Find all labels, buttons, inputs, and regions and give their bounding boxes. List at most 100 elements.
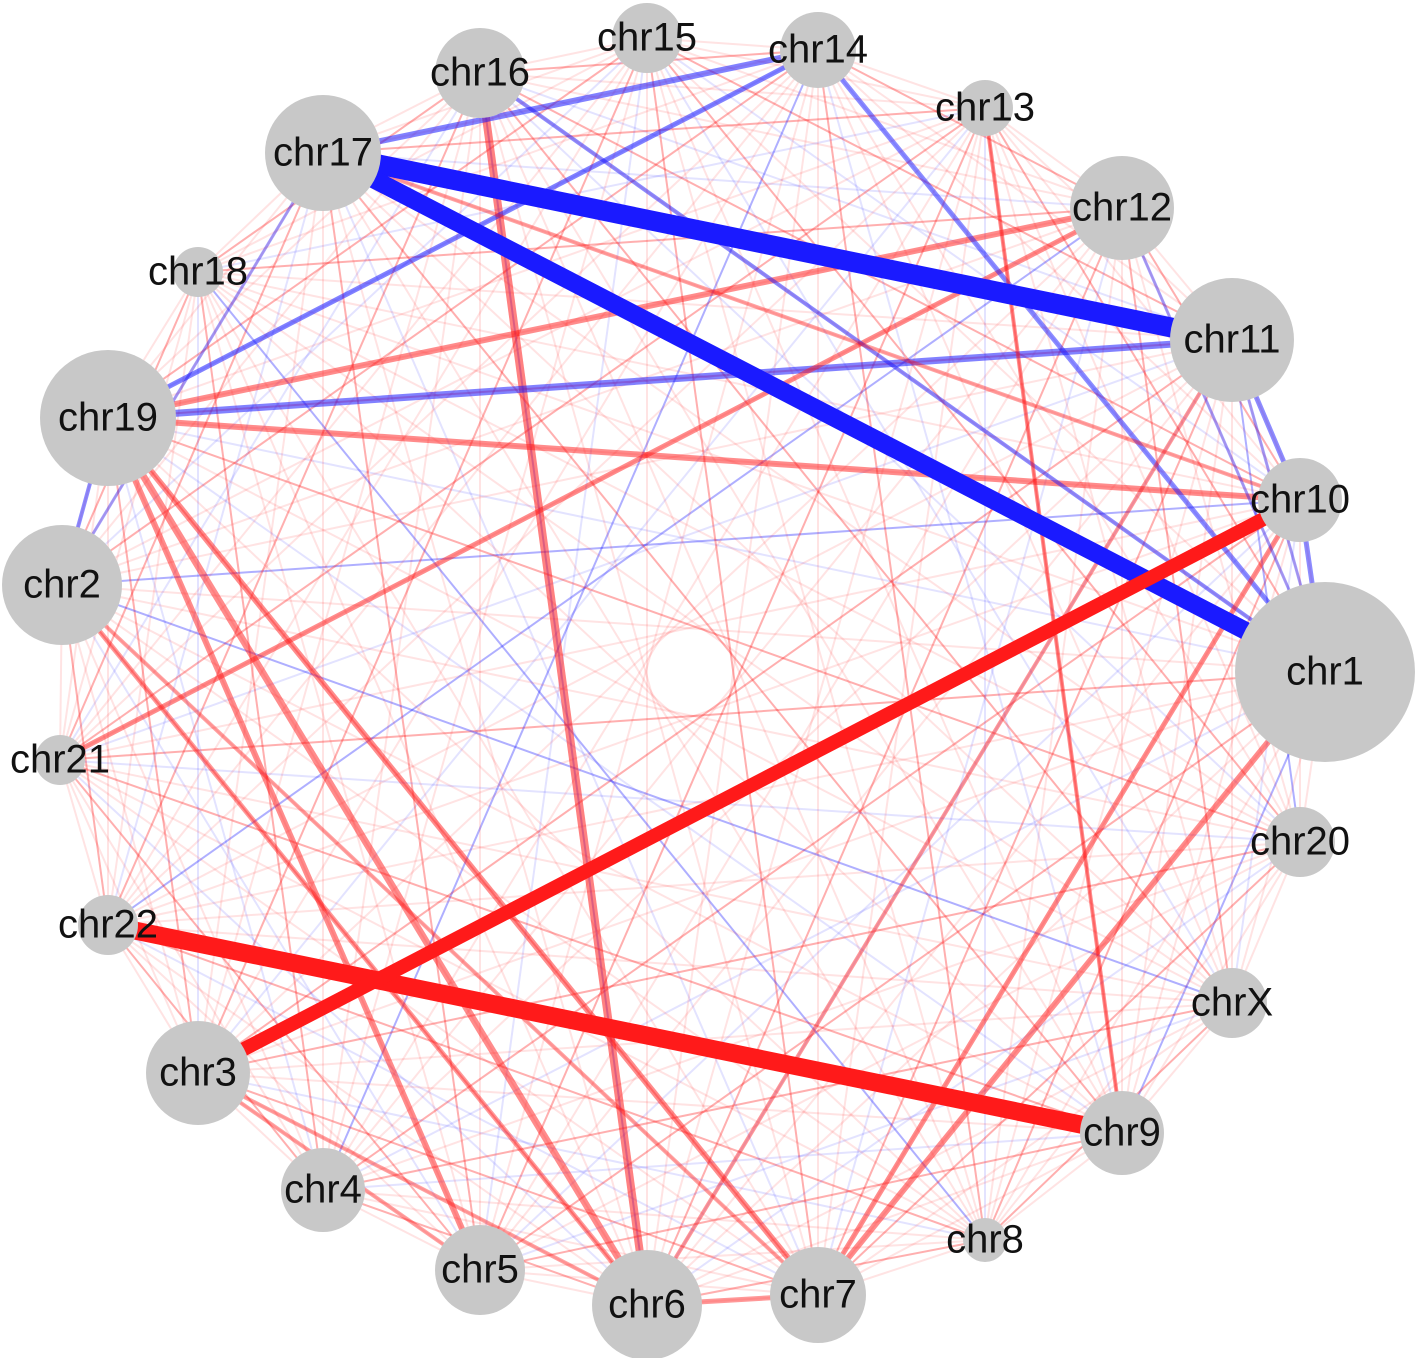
edge <box>318 145 1330 680</box>
node <box>281 1148 365 1232</box>
edge <box>61 584 481 1271</box>
edge <box>817 1132 1123 1296</box>
edge <box>197 1071 648 1307</box>
edge <box>817 339 1233 1296</box>
node-label: chr13 <box>935 86 1035 130</box>
edge <box>984 207 1123 1241</box>
edge <box>1231 499 1301 1004</box>
edge <box>60 152 325 586</box>
node <box>265 95 381 211</box>
edge <box>197 271 1326 673</box>
edge <box>197 841 1301 1074</box>
node-label: chr17 <box>273 131 373 175</box>
node-label: chr14 <box>768 28 868 72</box>
edge <box>107 417 199 1074</box>
edge <box>197 1072 986 1241</box>
edge <box>646 671 1326 1306</box>
edge <box>107 417 324 1191</box>
edge <box>107 152 324 926</box>
edge <box>479 72 986 109</box>
node <box>1265 807 1335 877</box>
edge <box>197 1072 648 1306</box>
edge <box>646 37 1301 501</box>
node <box>1235 582 1415 762</box>
edge <box>61 584 1301 843</box>
node <box>592 1250 702 1358</box>
edge <box>479 72 1301 843</box>
edge <box>815 498 1303 1297</box>
node-label: chr4 <box>284 1168 362 1212</box>
edge <box>105 416 821 1297</box>
edge <box>478 71 1327 674</box>
edge <box>645 338 1234 1307</box>
edge <box>197 207 1123 273</box>
edge <box>646 339 1233 1306</box>
edge <box>107 924 648 1306</box>
edge <box>197 152 324 1074</box>
edge <box>322 152 481 1271</box>
edge <box>479 841 1301 1271</box>
edge <box>197 1072 819 1296</box>
edge <box>646 37 1301 843</box>
edge <box>322 151 1301 502</box>
edge <box>479 1239 986 1271</box>
node-label: chr18 <box>148 250 248 294</box>
edge <box>322 37 648 1191</box>
edge <box>197 1002 1233 1074</box>
edge <box>59 49 819 761</box>
edge <box>105 416 650 1307</box>
edge <box>479 671 1326 1271</box>
node-label: chr3 <box>159 1051 237 1095</box>
edge <box>817 207 1123 1296</box>
edge <box>61 72 481 586</box>
edge <box>61 107 986 586</box>
edge <box>322 107 986 1191</box>
edge <box>59 339 1233 761</box>
node-label: chr7 <box>779 1273 857 1317</box>
edge <box>107 339 1233 926</box>
node <box>1070 156 1174 260</box>
edge <box>59 271 199 761</box>
node-label: chr1 <box>1286 650 1364 694</box>
edge <box>479 72 1301 501</box>
edge <box>107 417 1123 1134</box>
edge <box>320 143 1235 350</box>
edge <box>105 416 483 1272</box>
edge <box>107 417 1233 1004</box>
edge <box>646 37 1123 1134</box>
edge <box>107 499 1301 926</box>
edge <box>984 107 1301 501</box>
edge <box>479 107 986 1271</box>
edge <box>107 415 1301 503</box>
node <box>435 28 525 118</box>
edge <box>197 271 481 1271</box>
node <box>957 80 1013 136</box>
edge <box>479 72 1233 341</box>
edge <box>107 924 1233 1004</box>
edge <box>59 759 481 1271</box>
node <box>963 1218 1007 1262</box>
edge <box>197 671 1326 1074</box>
node <box>78 895 138 955</box>
edge <box>59 152 324 761</box>
node <box>2 525 122 645</box>
edge <box>107 924 819 1296</box>
node-label: chr16 <box>430 51 530 95</box>
edge <box>61 584 986 1241</box>
edge <box>476 72 651 1306</box>
edge <box>59 759 1301 843</box>
edge <box>197 49 819 273</box>
edge <box>107 336 1233 422</box>
edge <box>107 417 1301 843</box>
edge <box>322 152 1123 209</box>
edge <box>817 49 1233 341</box>
edge <box>61 584 1123 1134</box>
edge <box>197 72 481 1074</box>
edge <box>197 271 1301 501</box>
edge <box>479 1002 1233 1271</box>
edge <box>479 499 1301 1271</box>
node <box>435 1225 525 1315</box>
edge <box>58 205 1124 763</box>
node <box>1258 458 1342 542</box>
edge <box>646 207 1123 1306</box>
